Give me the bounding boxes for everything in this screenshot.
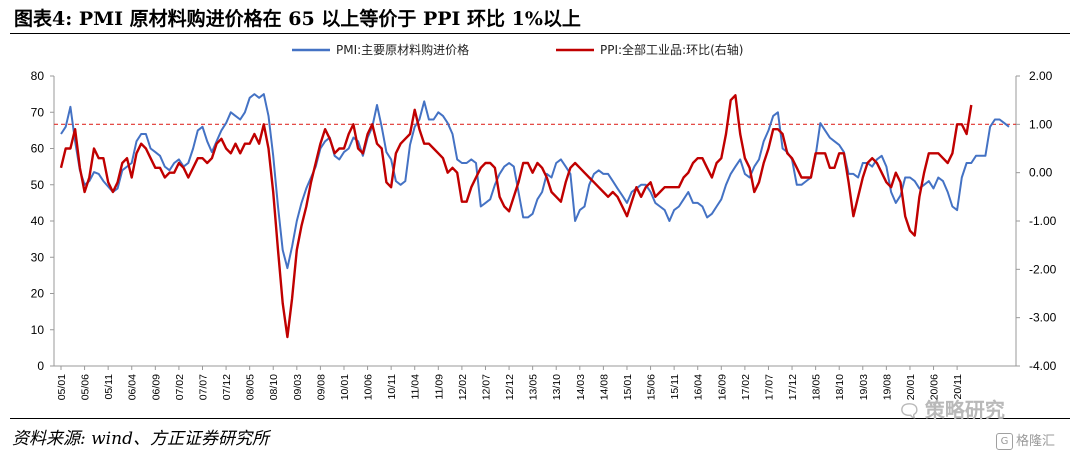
left-tick-label: 0 [37, 359, 44, 373]
right-tick-label: 2.00 [1029, 69, 1053, 83]
ppi-mom-series-line [59, 94, 973, 339]
x-tick-label: 05/11 [103, 374, 115, 400]
watermark-gelonghui: G 格隆汇 [996, 430, 1055, 450]
x-tick-label: 07/07 [197, 374, 209, 400]
chart-svg: 0 10 20 30 40 50 60 70 80 -4.00 -3.00 -2.00 -1.00 0.0… [31, 42, 1057, 400]
x-tick-label: 15/06 [646, 374, 658, 400]
x-tick-label: 06/04 [127, 374, 139, 400]
right-tick-label: -4.00 [1029, 359, 1057, 373]
x-tick-label: 16/04 [693, 374, 705, 400]
left-tick-label: 80 [31, 69, 45, 83]
pmi-price-series-line [60, 93, 1010, 270]
wechat-bubble-icon: 🗨 [898, 401, 921, 422]
watermark-strategy: 🗨 策略研究 [898, 394, 1005, 423]
x-tick-label: 12/07 [480, 374, 492, 400]
x-tick-label: 15/01 [622, 374, 634, 400]
x-tick-label: 17/12 [787, 374, 799, 400]
x-tick-label: 07/02 [174, 374, 186, 400]
left-tick-label: 50 [31, 178, 45, 192]
x-tick-label: 10/11 [386, 374, 398, 400]
chart-axes: 0 10 20 30 40 50 60 70 80 -4.00 -3.00 -2.00 -1.00 0.0… [31, 69, 1057, 400]
x-tick-label: 14/03 [575, 374, 587, 400]
x-tick-label: 20/01 [905, 374, 917, 400]
right-tick-label: 0.00 [1029, 166, 1053, 180]
x-tick-label: 08/10 [268, 374, 280, 400]
x-tick-label: 10/06 [363, 374, 375, 400]
x-tick-label: 15/11 [669, 374, 681, 400]
watermark-gelonghui-text: 格隆汇 [1016, 434, 1056, 449]
x-tick-label: 05/06 [80, 374, 92, 400]
left-tick-label: 20 [31, 287, 45, 301]
right-tick-label: -1.00 [1029, 214, 1057, 228]
x-tick-label: 13/05 [528, 374, 540, 400]
right-tick-label: -3.00 [1029, 311, 1057, 325]
legend-label-pmi: PMI:主要原材料购进价格 [336, 42, 469, 57]
watermark-strategy-text: 策略研究 [924, 398, 1005, 422]
series-group [59, 93, 1010, 339]
x-tick-label: 05/01 [56, 374, 68, 400]
legend: PMI:主要原材料购进价格 PPI:全部工业品:环比(右轴) [292, 42, 743, 57]
left-tick-label: 40 [31, 214, 45, 228]
x-tick-label: 11/09 [433, 374, 445, 400]
right-tick-label: -2.00 [1029, 262, 1057, 276]
x-tick-label: 09/03 [292, 374, 304, 400]
x-tick-label: 19/03 [858, 374, 870, 400]
left-tick-label: 70 [31, 105, 45, 119]
left-tick-label: 10 [31, 323, 45, 337]
x-tick-label: 11/04 [410, 374, 422, 400]
x-tick-label: 17/02 [740, 374, 752, 400]
x-tick-label: 17/07 [763, 374, 775, 400]
left-tick-label: 60 [31, 142, 45, 156]
title-rule [10, 33, 1070, 34]
x-tick-label: 19/08 [881, 374, 893, 400]
figure-title: 图表4: PMI 原材料购进价格在 65 以上等价于 PPI 环比 1%以上 [14, 8, 581, 30]
legend-label-ppi: PPI:全部工业品:环比(右轴) [600, 42, 743, 57]
x-tick-label: 08/05 [245, 374, 257, 400]
source-rule [10, 418, 1070, 419]
x-tick-label: 10/01 [339, 374, 351, 400]
source-note: 资料来源: wind、方正证券研究所 [12, 429, 269, 449]
x-tick-label: 20/11 [952, 374, 964, 400]
left-tick-label: 30 [31, 250, 45, 264]
x-tick-label: 07/12 [221, 374, 233, 400]
gelonghui-logo-icon: G [996, 433, 1013, 450]
x-tick-label: 06/09 [150, 374, 162, 400]
x-tick-label: 12/02 [457, 374, 469, 400]
x-tick-label: 18/05 [811, 374, 823, 400]
x-tick-label: 20/06 [929, 374, 941, 400]
right-tick-label: 1.00 [1029, 117, 1053, 131]
x-tick-label: 13/10 [551, 374, 563, 400]
x-tick-label: 16/09 [716, 374, 728, 400]
x-tick-label: 18/10 [834, 374, 846, 400]
x-tick-label: 12/12 [504, 374, 516, 400]
x-tick-label: 09/08 [315, 374, 327, 400]
x-tick-label: 14/08 [598, 374, 610, 400]
